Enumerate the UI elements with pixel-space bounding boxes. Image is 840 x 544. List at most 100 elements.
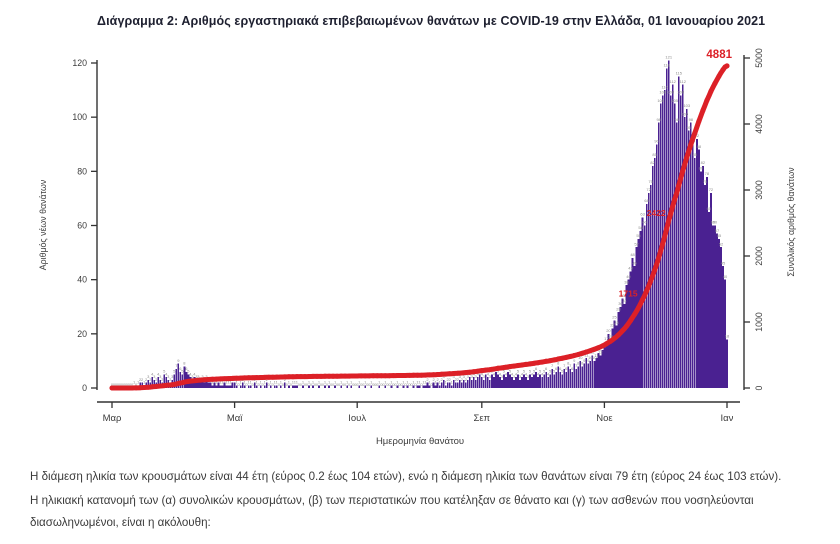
bar bbox=[579, 360, 582, 388]
svg-text:2: 2 bbox=[440, 377, 443, 382]
bar bbox=[482, 379, 485, 389]
svg-text:108: 108 bbox=[677, 90, 684, 95]
bar bbox=[283, 382, 286, 388]
bar bbox=[358, 385, 361, 388]
svg-text:115: 115 bbox=[676, 71, 683, 76]
svg-text:0: 0 bbox=[420, 382, 423, 387]
svg-text:23: 23 bbox=[614, 320, 619, 325]
bar bbox=[545, 371, 548, 388]
bar bbox=[567, 366, 570, 388]
x-axis: Μαρ Μαϊ Ιουλ Σεπ Νοε Ιαν Ημερομηνία θανάτου bbox=[97, 401, 740, 447]
svg-text:1: 1 bbox=[451, 379, 454, 384]
svg-text:6: 6 bbox=[535, 366, 538, 371]
svg-text:0: 0 bbox=[338, 382, 341, 387]
bar bbox=[201, 379, 204, 389]
svg-text:60: 60 bbox=[711, 220, 716, 225]
bar bbox=[406, 385, 409, 388]
bar bbox=[537, 377, 539, 388]
bar bbox=[476, 377, 479, 388]
svg-text:2: 2 bbox=[426, 377, 429, 382]
svg-text:4: 4 bbox=[157, 371, 160, 376]
svg-text:5: 5 bbox=[543, 369, 546, 374]
svg-text:1: 1 bbox=[308, 379, 311, 384]
bar bbox=[175, 369, 178, 388]
svg-text:1: 1 bbox=[244, 379, 247, 384]
left-tick-label: 80 bbox=[77, 166, 87, 176]
svg-text:1: 1 bbox=[438, 379, 441, 384]
bar bbox=[714, 225, 716, 388]
bar bbox=[523, 374, 525, 388]
bar bbox=[637, 239, 640, 388]
svg-text:3: 3 bbox=[501, 374, 504, 379]
svg-text:5: 5 bbox=[517, 369, 520, 374]
svg-text:0: 0 bbox=[278, 382, 281, 387]
svg-text:3: 3 bbox=[527, 374, 530, 379]
svg-text:3: 3 bbox=[167, 374, 170, 379]
svg-text:72: 72 bbox=[646, 187, 651, 192]
bar bbox=[543, 374, 546, 388]
svg-text:1: 1 bbox=[227, 379, 230, 384]
bar bbox=[233, 382, 236, 388]
bar bbox=[687, 130, 690, 388]
svg-text:6: 6 bbox=[565, 366, 568, 371]
bar bbox=[575, 369, 578, 388]
bar bbox=[243, 385, 246, 388]
svg-text:0: 0 bbox=[314, 382, 317, 387]
bar bbox=[452, 379, 455, 389]
bar bbox=[446, 382, 449, 388]
svg-text:0: 0 bbox=[322, 382, 325, 387]
svg-text:8: 8 bbox=[581, 361, 584, 366]
svg-text:3: 3 bbox=[467, 374, 470, 379]
svg-text:0: 0 bbox=[344, 382, 347, 387]
svg-text:7: 7 bbox=[175, 363, 178, 368]
bar bbox=[468, 377, 471, 388]
bar bbox=[279, 385, 282, 388]
svg-text:0: 0 bbox=[252, 382, 255, 387]
svg-text:58: 58 bbox=[638, 225, 643, 230]
bar bbox=[436, 382, 439, 388]
bar bbox=[720, 247, 722, 388]
bar bbox=[157, 377, 160, 388]
svg-text:5: 5 bbox=[509, 369, 512, 374]
svg-text:1: 1 bbox=[294, 379, 297, 384]
bar bbox=[515, 377, 517, 388]
svg-text:0: 0 bbox=[300, 382, 303, 387]
svg-text:7: 7 bbox=[563, 363, 566, 368]
svg-text:100: 100 bbox=[681, 111, 688, 116]
bar bbox=[691, 144, 694, 388]
svg-text:3: 3 bbox=[195, 374, 198, 379]
bar bbox=[227, 385, 230, 388]
svg-text:0: 0 bbox=[410, 382, 413, 387]
bar bbox=[346, 385, 349, 388]
bar bbox=[509, 374, 511, 388]
bar bbox=[350, 385, 353, 388]
svg-text:1: 1 bbox=[292, 379, 295, 384]
svg-text:2: 2 bbox=[149, 377, 152, 382]
svg-text:5: 5 bbox=[523, 369, 526, 374]
svg-text:52: 52 bbox=[719, 241, 724, 246]
bar bbox=[499, 377, 501, 388]
svg-text:2: 2 bbox=[155, 377, 158, 382]
svg-text:2: 2 bbox=[145, 377, 148, 382]
svg-text:3: 3 bbox=[159, 374, 162, 379]
svg-text:0: 0 bbox=[430, 382, 433, 387]
svg-text:3: 3 bbox=[201, 374, 204, 379]
bar bbox=[177, 363, 180, 389]
svg-text:0: 0 bbox=[119, 382, 122, 387]
svg-text:1: 1 bbox=[378, 379, 381, 384]
svg-text:1: 1 bbox=[276, 379, 279, 384]
bar bbox=[466, 379, 469, 389]
milestone-annotations: 2422 1715 bbox=[619, 208, 666, 299]
svg-text:0: 0 bbox=[414, 382, 417, 387]
bar bbox=[302, 385, 304, 388]
bar bbox=[557, 366, 560, 388]
final-total-label: 4881 bbox=[706, 49, 732, 61]
summary-text-block: Η διάμεση ηλικία των κρουσμάτων είναι 44… bbox=[30, 466, 822, 534]
svg-text:98: 98 bbox=[675, 117, 680, 122]
bar bbox=[643, 225, 646, 388]
svg-text:1: 1 bbox=[328, 379, 331, 384]
bar bbox=[296, 385, 298, 388]
left-axis: 0 20 40 60 80 100 120 Αριθμός νέων θανάτων bbox=[38, 58, 98, 393]
bar bbox=[716, 233, 718, 389]
bar bbox=[529, 374, 531, 388]
